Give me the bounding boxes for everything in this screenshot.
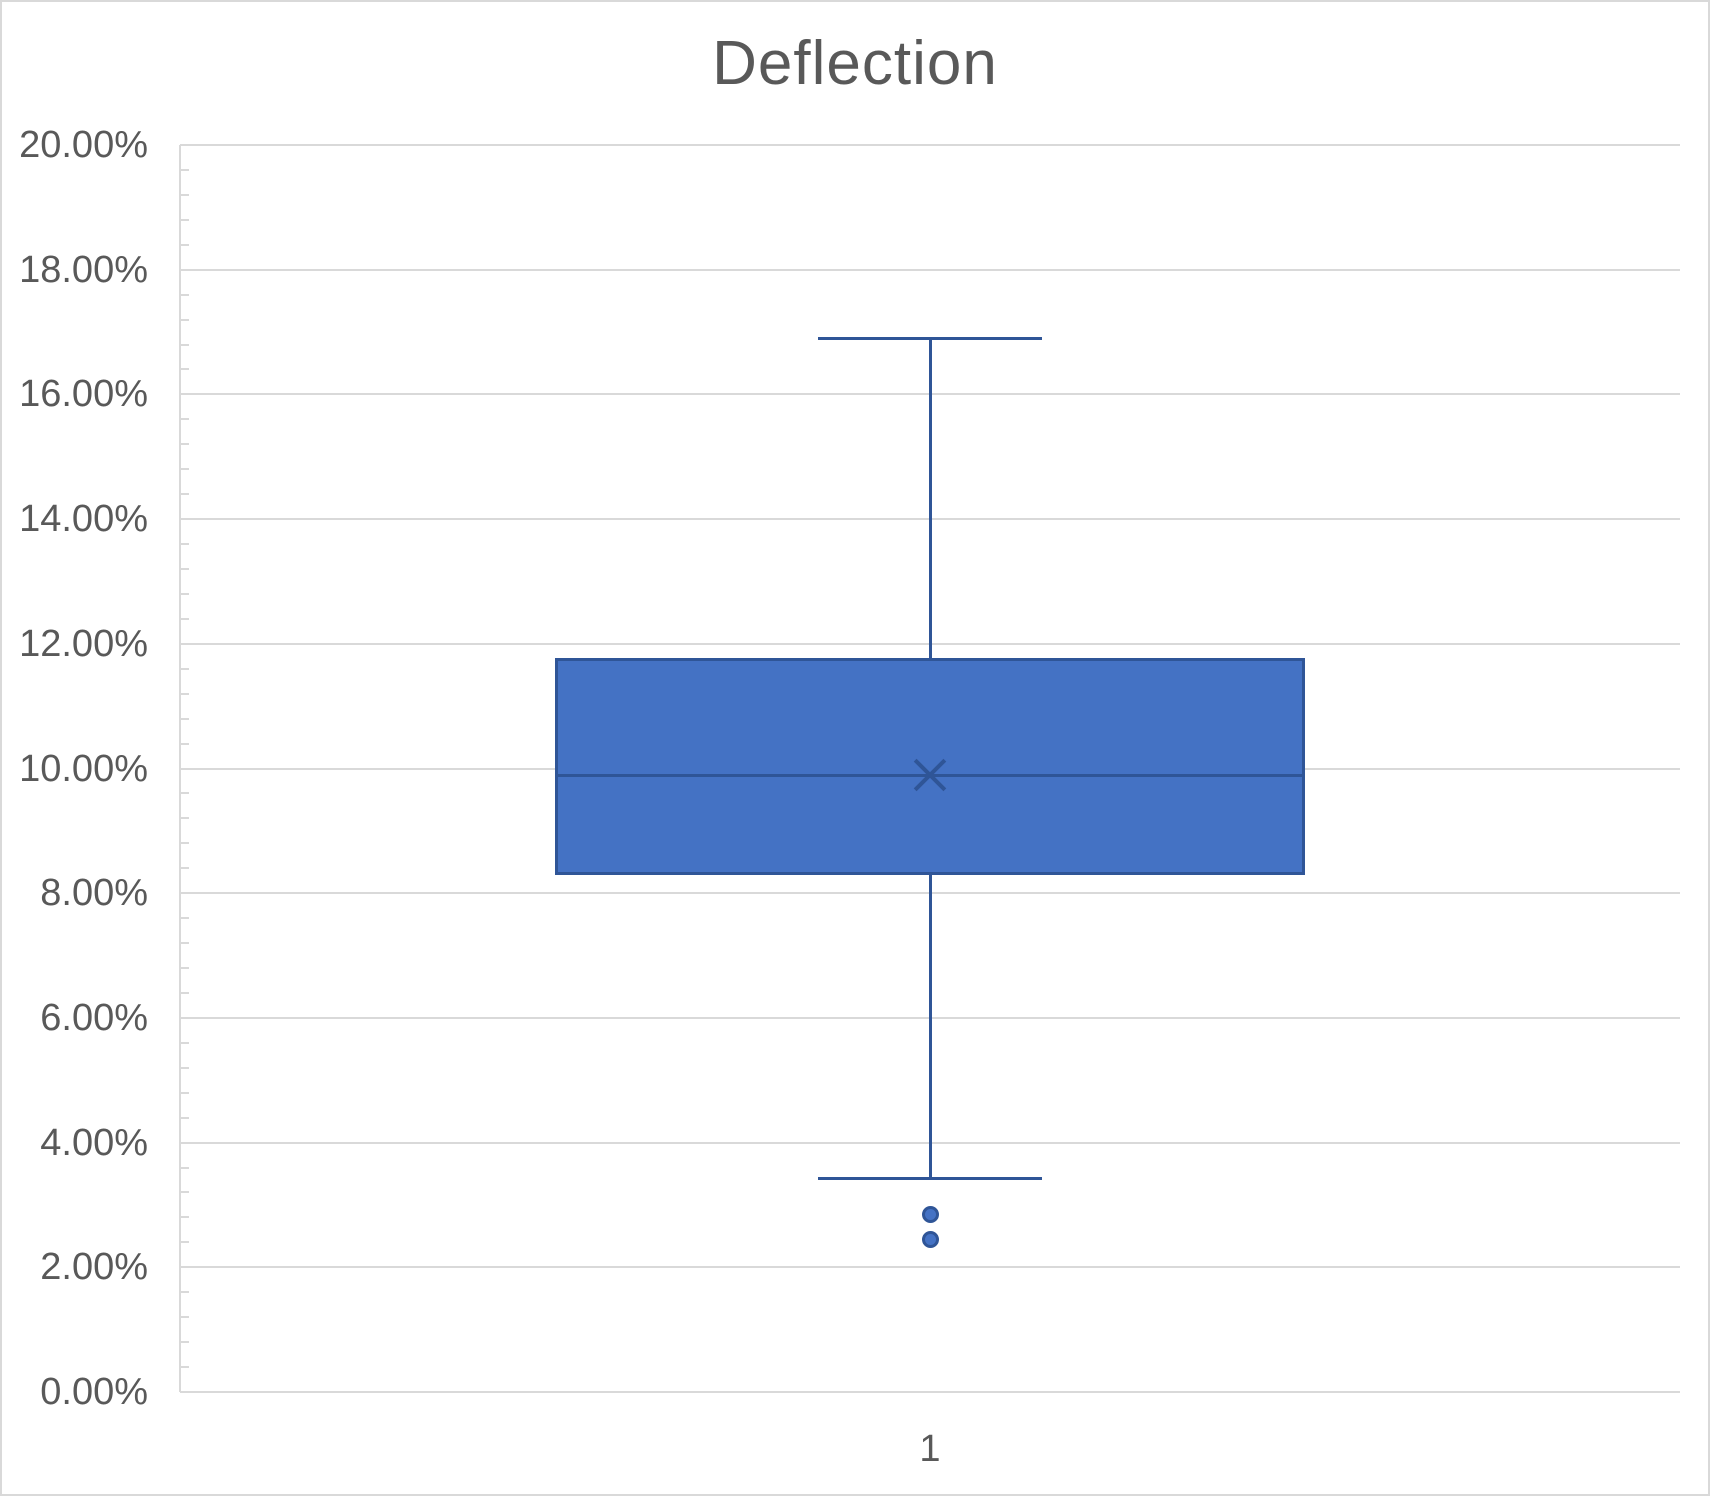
y-minor-tick bbox=[180, 1216, 189, 1219]
y-tick-label: 14.00% bbox=[19, 498, 148, 541]
y-minor-tick bbox=[180, 1166, 189, 1169]
y-minor-tick bbox=[180, 1041, 189, 1044]
y-minor-tick bbox=[180, 617, 189, 620]
y-minor-tick bbox=[180, 343, 189, 346]
y-minor-tick bbox=[180, 468, 189, 471]
y-minor-tick bbox=[180, 368, 189, 371]
y-minor-tick bbox=[180, 717, 189, 720]
y-minor-tick bbox=[180, 1066, 189, 1069]
lower-whisker-cap bbox=[818, 1176, 1042, 1180]
y-minor-tick bbox=[180, 1241, 189, 1244]
y-gridline bbox=[180, 1266, 1680, 1269]
chart-title: Deflection bbox=[712, 29, 998, 98]
upper-whisker-cap bbox=[818, 336, 1042, 340]
y-tick-label: 16.00% bbox=[19, 373, 148, 416]
y-minor-tick bbox=[180, 1091, 189, 1094]
outlier-point bbox=[921, 1231, 939, 1249]
outlier-point bbox=[921, 1205, 939, 1223]
y-minor-tick bbox=[180, 1316, 189, 1319]
y-tick-label: 10.00% bbox=[19, 747, 148, 790]
y-minor-tick bbox=[180, 842, 189, 845]
iqr-box bbox=[555, 658, 1305, 876]
y-axis-line bbox=[179, 145, 181, 1392]
y-minor-tick bbox=[180, 991, 189, 994]
y-gridline bbox=[180, 1391, 1680, 1393]
y-minor-tick bbox=[180, 817, 189, 820]
y-minor-tick bbox=[180, 218, 189, 221]
y-minor-tick bbox=[180, 1341, 189, 1344]
x-axis-category-label: 1 bbox=[919, 1428, 941, 1470]
y-tick-label: 8.00% bbox=[40, 872, 148, 915]
y-tick-label: 6.00% bbox=[40, 996, 148, 1039]
y-minor-tick bbox=[180, 418, 189, 421]
y-tick-label: 4.00% bbox=[40, 1121, 148, 1164]
y-minor-tick bbox=[180, 567, 189, 570]
y-minor-tick bbox=[180, 967, 189, 970]
y-minor-tick bbox=[180, 917, 189, 920]
y-tick-label: 12.00% bbox=[19, 622, 148, 665]
mean-x-marker-icon bbox=[913, 758, 947, 792]
y-tick-label: 18.00% bbox=[19, 248, 148, 291]
y-gridline bbox=[180, 268, 1680, 271]
y-minor-tick bbox=[180, 942, 189, 945]
upper-whisker-line bbox=[928, 338, 932, 659]
lower-whisker-line bbox=[928, 875, 932, 1179]
y-minor-tick bbox=[180, 243, 189, 246]
y-minor-tick bbox=[180, 543, 189, 546]
y-minor-tick bbox=[180, 318, 189, 321]
y-minor-tick bbox=[180, 1366, 189, 1369]
y-minor-tick bbox=[180, 193, 189, 196]
y-minor-tick bbox=[180, 667, 189, 670]
y-minor-tick bbox=[180, 867, 189, 870]
y-minor-tick bbox=[180, 1291, 189, 1294]
y-minor-tick bbox=[180, 692, 189, 695]
y-tick-label: 0.00% bbox=[40, 1371, 148, 1413]
y-minor-tick bbox=[180, 168, 189, 171]
y-tick-label: 20.00% bbox=[19, 124, 148, 166]
y-minor-tick bbox=[180, 293, 189, 296]
y-minor-tick bbox=[180, 1116, 189, 1119]
y-minor-tick bbox=[180, 493, 189, 496]
y-minor-tick bbox=[180, 443, 189, 446]
y-minor-tick bbox=[180, 592, 189, 595]
y-gridline bbox=[180, 144, 1680, 146]
y-minor-tick bbox=[180, 742, 189, 745]
y-tick-label: 2.00% bbox=[40, 1246, 148, 1289]
y-minor-tick bbox=[180, 792, 189, 795]
y-minor-tick bbox=[180, 1191, 189, 1194]
